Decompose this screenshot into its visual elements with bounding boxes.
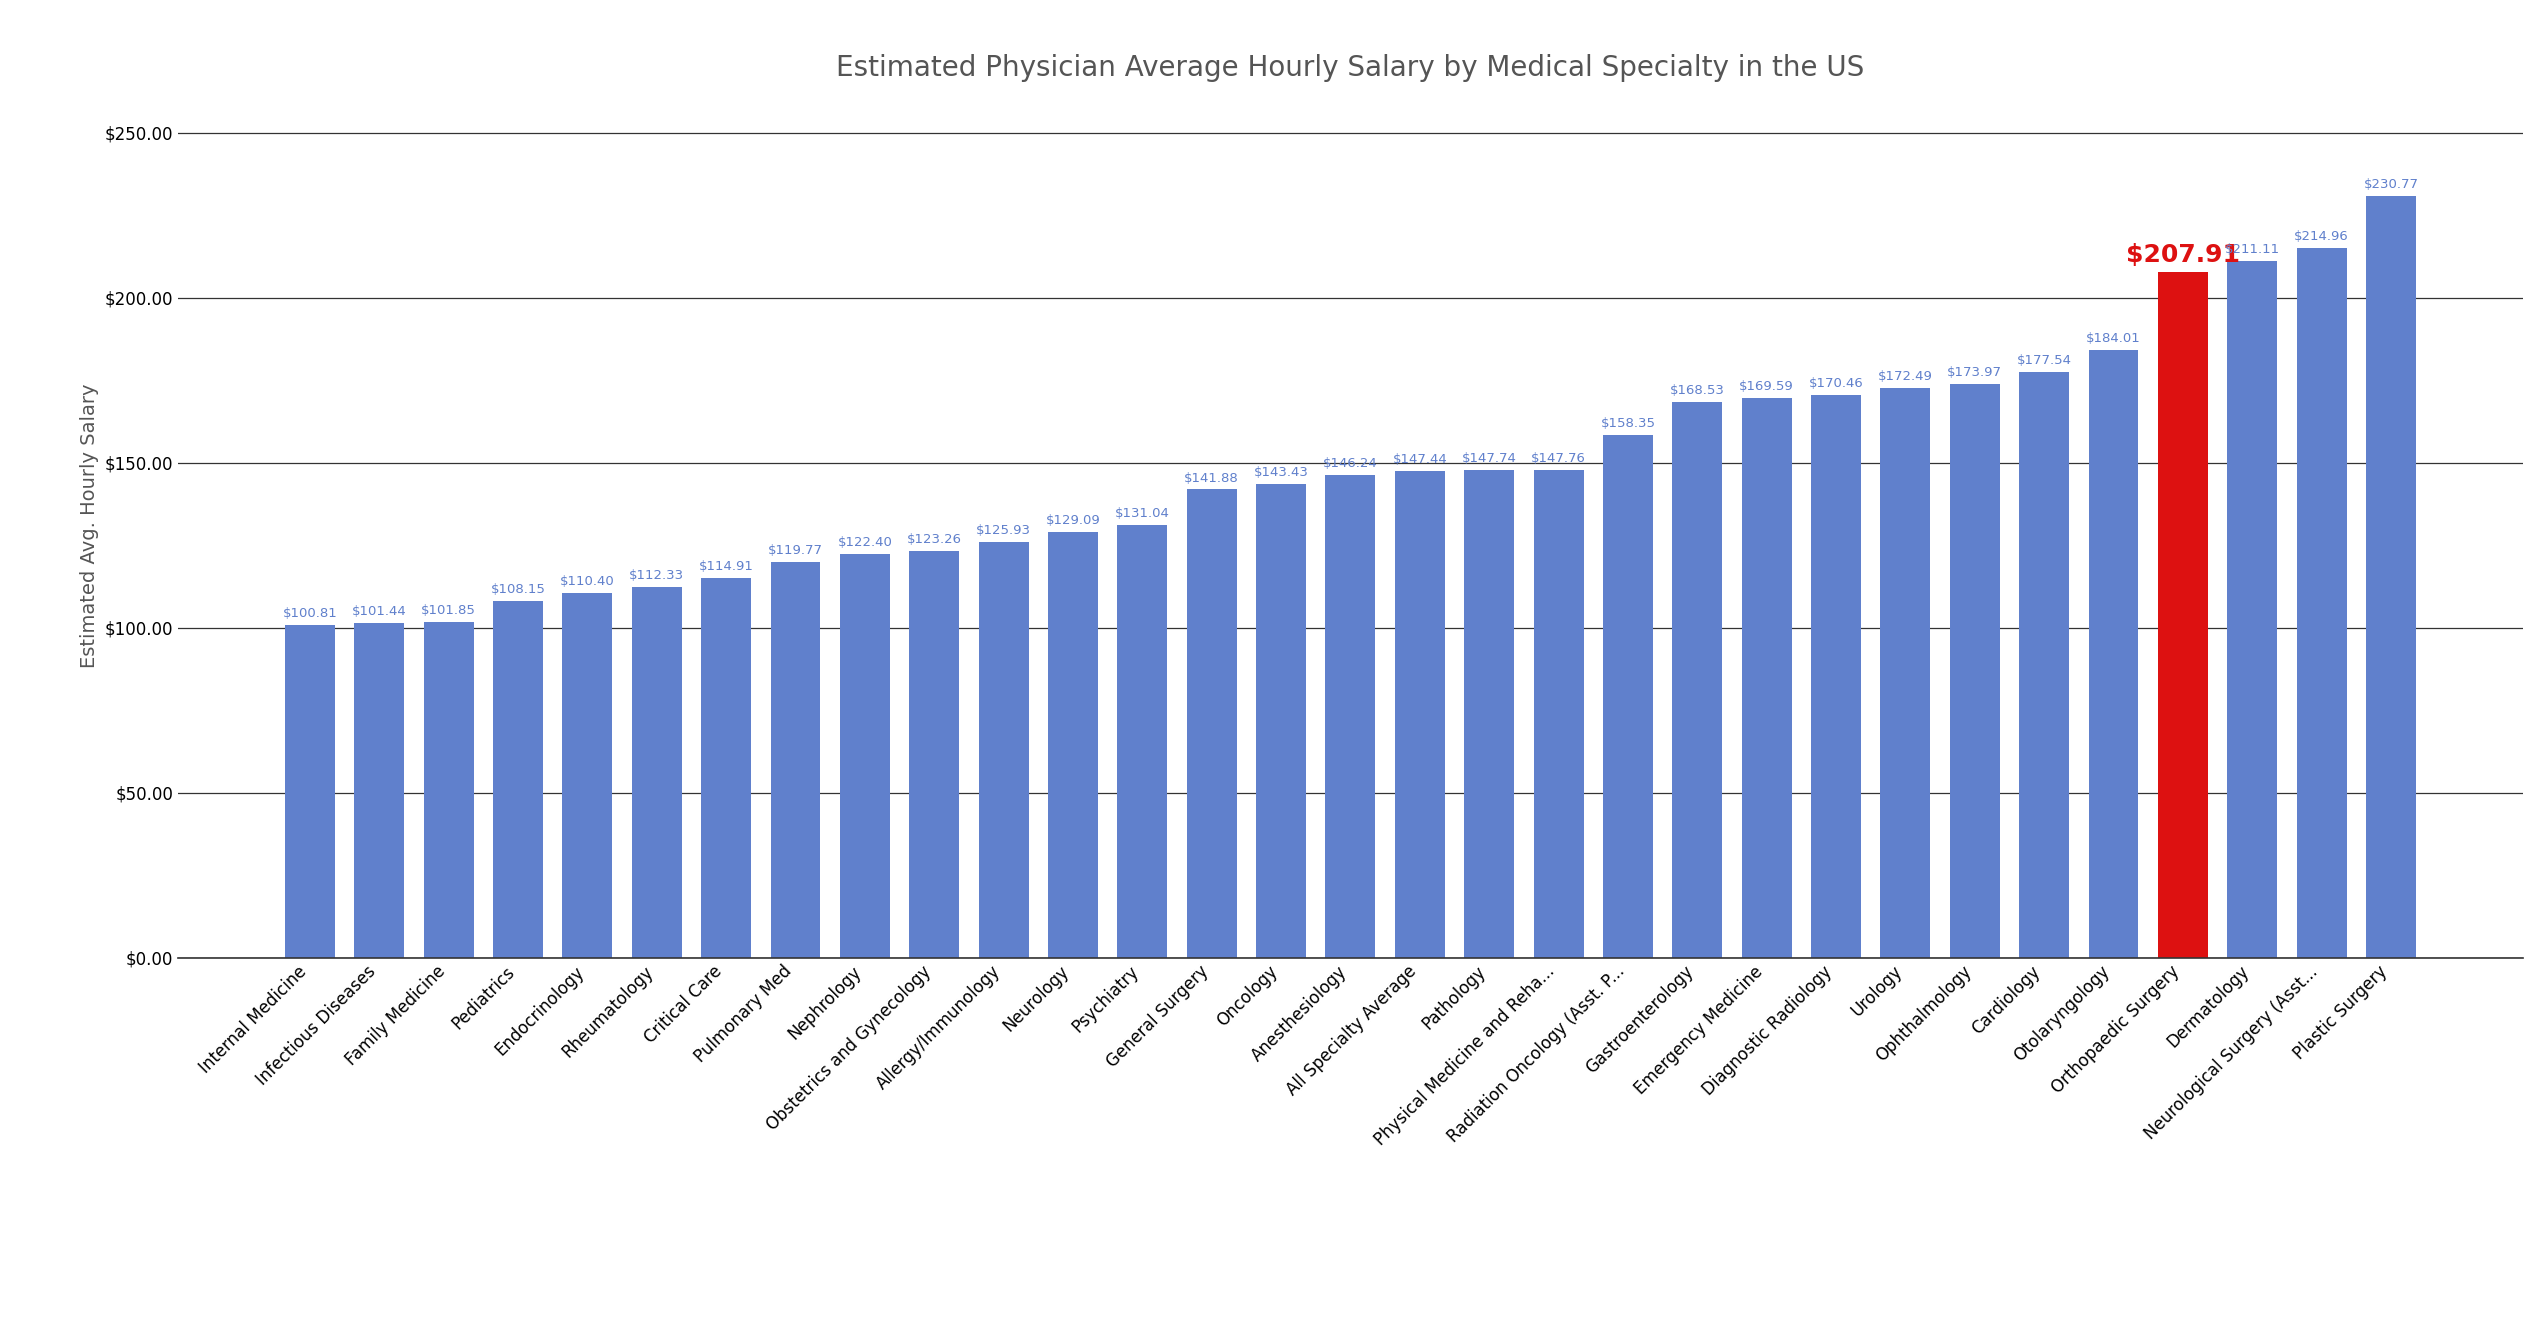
Bar: [1394, 471, 1445, 958]
Bar: [1325, 475, 1376, 958]
Text: $168.53: $168.53: [1669, 383, 1725, 396]
Bar: [632, 587, 683, 958]
Text: $207.91: $207.91: [2125, 242, 2240, 266]
Text: $177.54: $177.54: [2015, 354, 2072, 367]
Bar: [910, 551, 958, 958]
Bar: [2367, 196, 2416, 958]
Bar: [1047, 532, 1098, 958]
Bar: [1671, 402, 1722, 958]
Text: $146.24: $146.24: [1322, 458, 1378, 469]
Text: $114.91: $114.91: [698, 560, 754, 573]
Bar: [978, 543, 1029, 958]
Text: $173.97: $173.97: [1947, 366, 2003, 379]
Bar: [2089, 350, 2138, 958]
Text: $169.59: $169.59: [1740, 380, 1794, 394]
Text: $230.77: $230.77: [2365, 178, 2418, 192]
Text: $211.11: $211.11: [2224, 243, 2280, 257]
Bar: [1880, 388, 1931, 958]
Text: $147.74: $147.74: [1463, 452, 1516, 466]
Text: $143.43: $143.43: [1254, 467, 1310, 479]
Bar: [769, 563, 820, 958]
Text: $101.44: $101.44: [352, 605, 408, 618]
Text: $125.93: $125.93: [976, 524, 1032, 537]
Text: $147.44: $147.44: [1391, 454, 1447, 465]
Bar: [1949, 383, 2000, 958]
Text: $122.40: $122.40: [838, 536, 892, 549]
Bar: [1812, 395, 1860, 958]
Bar: [2158, 271, 2209, 958]
Bar: [285, 625, 334, 958]
Text: $119.77: $119.77: [767, 544, 823, 557]
Bar: [2227, 261, 2278, 958]
Text: $100.81: $100.81: [283, 606, 336, 620]
Bar: [492, 601, 543, 958]
Text: $141.88: $141.88: [1185, 472, 1238, 484]
Text: $101.85: $101.85: [420, 604, 476, 617]
Text: $147.76: $147.76: [1531, 452, 1585, 466]
Bar: [1534, 469, 1582, 958]
Bar: [423, 621, 474, 958]
Text: $108.15: $108.15: [492, 583, 545, 596]
Bar: [2296, 249, 2347, 958]
Text: $123.26: $123.26: [907, 533, 961, 545]
Text: $170.46: $170.46: [1809, 378, 1863, 390]
Y-axis label: Estimated Avg. Hourly Salary: Estimated Avg. Hourly Salary: [82, 383, 99, 668]
Text: $129.09: $129.09: [1045, 513, 1101, 527]
Text: $112.33: $112.33: [629, 569, 685, 583]
Text: $184.01: $184.01: [2087, 332, 2140, 346]
Bar: [2018, 372, 2069, 958]
Bar: [1119, 525, 1167, 958]
Bar: [563, 593, 612, 958]
Bar: [1603, 435, 1654, 958]
Text: $158.35: $158.35: [1600, 418, 1656, 430]
Bar: [1743, 398, 1791, 958]
Text: $110.40: $110.40: [561, 576, 614, 588]
Bar: [1187, 489, 1236, 958]
Text: $172.49: $172.49: [1878, 371, 1934, 383]
Bar: [701, 579, 752, 958]
Text: $214.96: $214.96: [2293, 230, 2349, 243]
Bar: [1465, 469, 1514, 958]
Text: $131.04: $131.04: [1116, 507, 1170, 520]
Bar: [841, 553, 889, 958]
Bar: [354, 622, 405, 958]
Bar: [1256, 484, 1307, 958]
Title: Estimated Physician Average Hourly Salary by Medical Specialty in the US: Estimated Physician Average Hourly Salar…: [836, 55, 1865, 82]
